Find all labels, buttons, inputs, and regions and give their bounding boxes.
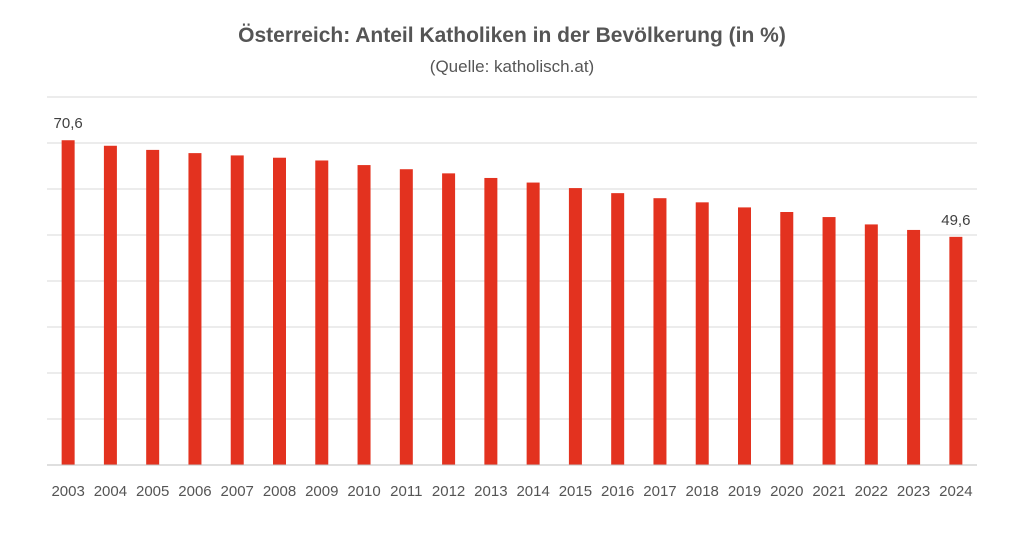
x-tick-label: 2024 xyxy=(939,483,972,500)
bar-2004 xyxy=(103,145,117,465)
x-tick-label: 2008 xyxy=(263,483,296,500)
x-tick-label: 2017 xyxy=(643,483,676,500)
bar-2009 xyxy=(315,160,329,466)
data-label: 49,6 xyxy=(941,212,970,229)
bar-2019 xyxy=(738,207,751,465)
x-tick-label: 2003 xyxy=(51,483,84,500)
x-tick-label: 2005 xyxy=(136,483,169,500)
x-tick-label: 2015 xyxy=(559,483,592,500)
bar-2008 xyxy=(273,157,286,465)
bar-2020 xyxy=(780,212,794,465)
bar-2021 xyxy=(822,217,836,465)
bar-2007 xyxy=(230,155,244,466)
bars xyxy=(61,140,963,466)
x-tick-label: 2023 xyxy=(897,483,930,500)
x-tick-label: 2011 xyxy=(390,483,422,500)
bar-2017 xyxy=(653,198,667,465)
x-tick-label: 2016 xyxy=(601,483,634,500)
data-labels: 70,6 49,6 xyxy=(54,115,971,229)
bar-2011 xyxy=(399,169,413,465)
bar-2013 xyxy=(484,177,498,465)
x-tick-label: 2022 xyxy=(855,483,888,500)
x-tick-label: 2010 xyxy=(347,483,380,500)
x-tick-label: 2013 xyxy=(474,483,507,500)
x-tick-label: 2014 xyxy=(516,483,549,500)
x-tick-label: 2021 xyxy=(812,483,845,500)
bar-2006 xyxy=(188,153,202,465)
chart-subtitle: (Quelle: katholisch.at) xyxy=(429,57,595,76)
bar-2012 xyxy=(442,173,456,466)
gridlines xyxy=(47,96,977,420)
chart-title: Österreich: Anteil Katholiken in der Bev… xyxy=(238,24,786,47)
bar-2016 xyxy=(611,193,625,465)
bar-2015 xyxy=(568,188,582,465)
x-tick-label: 2004 xyxy=(94,483,127,500)
bar-2005 xyxy=(146,149,160,465)
x-tick-label: 2007 xyxy=(221,483,254,500)
x-tick-label: 2012 xyxy=(432,483,465,500)
bar-2014 xyxy=(526,182,540,465)
x-tick-label: 2020 xyxy=(770,483,803,500)
x-tick-label: 2019 xyxy=(728,483,761,500)
data-label: 70,6 xyxy=(54,115,83,132)
x-tick-label: 2006 xyxy=(178,483,211,500)
bar-2023 xyxy=(907,229,921,465)
x-tick-label: 2009 xyxy=(305,483,338,500)
bar-2018 xyxy=(695,202,709,465)
bar-2003 xyxy=(61,140,75,466)
bar-2010 xyxy=(357,165,371,465)
bar-2022 xyxy=(864,224,878,465)
bar-2024 xyxy=(949,236,963,465)
x-axis-tick-labels: 2003 2004 2005 2006 2007 2008 2009 2010 2011 2012… xyxy=(51,483,972,500)
x-tick-label: 2018 xyxy=(686,483,719,500)
